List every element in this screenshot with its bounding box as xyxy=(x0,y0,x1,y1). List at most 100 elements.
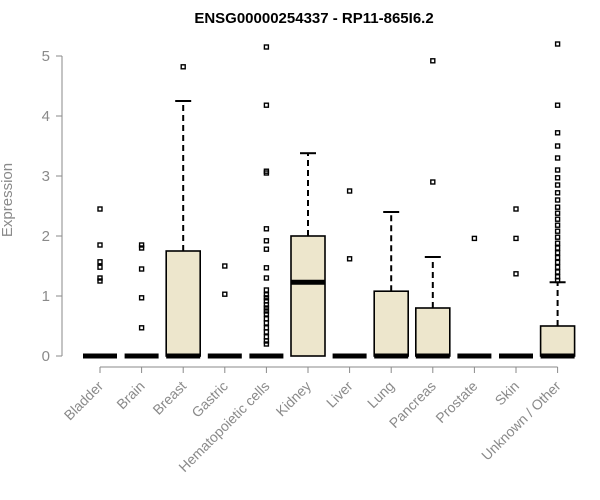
outlier-point xyxy=(222,291,228,297)
outlier-point xyxy=(263,44,270,50)
outlier-point xyxy=(263,102,270,108)
x-tick-label: Lung xyxy=(364,378,397,411)
box-iqr xyxy=(290,235,326,357)
outlier-point xyxy=(554,182,561,188)
box-group xyxy=(373,211,410,359)
outlier-point xyxy=(513,206,519,212)
outlier-point xyxy=(554,234,561,240)
box-iqr xyxy=(373,290,410,357)
outlier-point xyxy=(554,102,561,108)
outlier-point xyxy=(138,325,145,331)
outlier-point xyxy=(263,320,270,326)
outlier-point xyxy=(263,311,270,317)
y-tick-label: 0 xyxy=(42,348,50,365)
outlier-point xyxy=(554,197,561,203)
outlier-point xyxy=(263,308,270,314)
outlier-point xyxy=(263,302,270,308)
outlier-point xyxy=(263,265,270,271)
outlier-point xyxy=(554,228,561,234)
y-axis-label: Expression xyxy=(0,163,16,237)
outlier-point xyxy=(263,287,270,293)
box-iqr xyxy=(165,250,201,357)
outlier-point xyxy=(263,292,270,298)
outlier-point xyxy=(430,58,436,64)
outlier-point xyxy=(513,235,519,242)
outlier-point xyxy=(180,64,186,70)
outlier-point xyxy=(471,235,478,242)
x-tick-label: Breast xyxy=(149,378,189,418)
y-tick-label: 4 xyxy=(42,108,50,125)
x-tick-label: Bladder xyxy=(61,378,107,424)
box-group xyxy=(457,235,492,359)
outlier-point xyxy=(554,143,561,149)
outlier-point xyxy=(263,246,270,252)
box-group xyxy=(290,152,326,357)
outlier-point xyxy=(554,210,561,216)
outlier-point xyxy=(554,130,561,136)
box-group xyxy=(249,44,284,359)
outlier-point xyxy=(263,325,270,331)
outlier-point xyxy=(554,245,561,251)
outlier-point xyxy=(513,271,519,277)
box-group xyxy=(414,58,451,359)
outlier-point xyxy=(97,275,103,281)
box-iqr xyxy=(539,325,576,357)
chart-title: ENSG00000254337 - RP11-865I6.2 xyxy=(194,10,433,27)
outlier-point xyxy=(138,266,145,272)
outlier-point xyxy=(346,256,353,262)
outlier-point xyxy=(554,41,561,47)
outlier-point xyxy=(263,275,270,281)
outlier-point xyxy=(554,277,561,284)
outlier-point xyxy=(263,338,270,344)
outlier-point xyxy=(263,305,270,311)
outlier-point xyxy=(430,179,436,185)
outlier-point xyxy=(263,316,270,322)
outlier-point xyxy=(554,204,561,210)
outlier-point xyxy=(97,259,103,265)
y-tick-label: 1 xyxy=(42,288,50,305)
x-tick-label: Liver xyxy=(323,378,356,411)
outlier-point xyxy=(263,170,270,176)
outlier-point xyxy=(263,238,270,244)
outlier-point xyxy=(97,206,103,212)
outlier-point xyxy=(554,216,561,222)
outlier-point xyxy=(554,250,561,256)
outlier-point xyxy=(263,295,270,301)
outlier-point xyxy=(97,264,103,270)
outlier-point xyxy=(222,263,228,269)
outlier-point xyxy=(138,242,145,248)
box-group xyxy=(332,188,367,359)
outlier-point xyxy=(554,269,561,275)
outlier-point xyxy=(97,242,103,248)
box-group xyxy=(207,263,242,359)
outlier-point xyxy=(554,190,561,196)
outlier-point xyxy=(554,254,561,261)
outlier-point xyxy=(263,329,270,335)
outlier-point xyxy=(554,175,561,181)
x-tick-label: Prostate xyxy=(432,378,480,426)
outlier-point xyxy=(138,295,145,301)
outlier-point xyxy=(554,155,561,161)
outlier-point xyxy=(263,334,270,340)
outlier-point xyxy=(138,245,145,251)
outlier-point xyxy=(554,264,561,270)
outlier-point xyxy=(263,341,270,347)
x-tick-label: Skin xyxy=(492,378,523,409)
outlier-point xyxy=(346,188,353,194)
box-group xyxy=(165,64,201,359)
y-tick-label: 3 xyxy=(42,168,50,185)
boxes-group xyxy=(83,41,576,359)
box-iqr xyxy=(414,307,451,357)
y-tick-label: 5 xyxy=(42,48,50,65)
box-group xyxy=(83,206,117,359)
outlier-point xyxy=(263,298,270,304)
outlier-point xyxy=(263,226,270,232)
outlier-point xyxy=(554,240,561,246)
box-group xyxy=(124,242,159,359)
x-tick-label: Kidney xyxy=(273,378,315,420)
x-tick-label: Unknown / Other xyxy=(478,378,564,464)
outlier-point xyxy=(97,278,103,284)
outlier-point xyxy=(554,222,561,228)
